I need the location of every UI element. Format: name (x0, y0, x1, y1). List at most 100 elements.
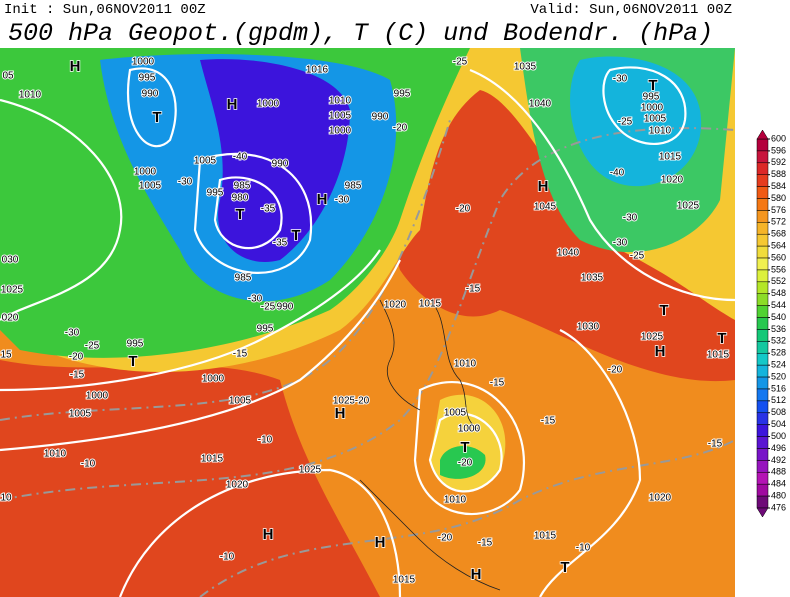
isobar (469, 68, 736, 302)
colorbar-tick-label: 524 (771, 360, 786, 370)
colorbar-tick-label: 580 (771, 193, 786, 203)
low-marker: T (648, 77, 657, 94)
isobar-label: 10 (0, 493, 12, 504)
colorbar-cap (756, 129, 769, 140)
colorbar-swatch (756, 424, 769, 437)
colorbar-swatch (756, 460, 769, 473)
isobar-label: 1010 (454, 359, 477, 370)
colorbar-swatch (756, 341, 769, 354)
isobar (0, 259, 401, 452)
temperature-label: -20 (393, 123, 408, 134)
isobar (193, 152, 313, 274)
low-marker: T (717, 330, 726, 347)
colorbar-tick-label: 592 (771, 157, 786, 167)
colorbar-swatch (756, 210, 769, 223)
temperature-label: -20 (438, 533, 453, 544)
isobar-label: 030 (2, 255, 19, 266)
colorbar-swatch (756, 353, 769, 366)
isobar-label: 1015 (534, 531, 557, 542)
colorbar-swatch (756, 186, 769, 199)
high-marker: H (227, 96, 238, 113)
colorbar-tick-label: 528 (771, 348, 786, 358)
colorbar-tick-label: 596 (771, 145, 786, 155)
isobar (602, 66, 687, 145)
low-marker: T (560, 559, 569, 576)
colorbar-tick-label: 484 (771, 479, 786, 489)
colorbar-tick-label: 520 (771, 371, 786, 381)
isobar-label: 1000 (132, 57, 155, 68)
colorbar-tick-label: 548 (771, 288, 786, 298)
colorbar-swatch (756, 376, 769, 390)
isobar-label: 980 (232, 193, 249, 204)
colorbar-swatch (756, 329, 769, 342)
colorbar-swatch (756, 400, 769, 414)
isobar-label: 990 (372, 112, 389, 123)
temperature-label: -25 (630, 251, 645, 262)
low-marker: T (152, 109, 161, 126)
temperature-label: -30 (335, 195, 350, 206)
colorbar-swatch (756, 293, 769, 306)
colorbar-tick-label: 572 (771, 217, 786, 227)
temperature-label: -15 (490, 378, 505, 389)
temperature-label: -15 (708, 439, 723, 450)
colorbar-tick-label: 532 (771, 336, 786, 346)
isobar-label: 1000 (257, 99, 280, 110)
isobar (118, 468, 402, 597)
isobar-label: 1020 (226, 480, 249, 491)
isobar (213, 176, 283, 250)
colorbar-tick-label: 584 (771, 181, 786, 191)
isobar-label: 1005 (139, 181, 162, 192)
colorbar-tick-label: 504 (771, 419, 786, 429)
isobar-label: 1000 (458, 424, 481, 435)
isobar-label: 1025 (333, 396, 356, 407)
isobar-label: 1005 (644, 114, 667, 125)
temperature-label: -15 (466, 284, 481, 295)
temperature-label: -20 (608, 365, 623, 376)
temperature-label: -20 (456, 204, 471, 215)
temperature-label: -40 (610, 168, 625, 179)
isobar-label: 1010 (329, 96, 352, 107)
isobar-label: 1005 (329, 111, 352, 122)
colorbar-tick-label: 560 (771, 252, 786, 262)
colorbar-tick-label: 508 (771, 407, 786, 417)
init-time: Init : Sun,06NOV2011 00Z (4, 2, 206, 18)
temperature-line (199, 439, 736, 597)
colorbar-tick-label: 600 (771, 133, 786, 143)
isobar-label: 1000 (134, 167, 157, 178)
isobar-label: 1025 (1, 285, 24, 296)
high-marker: H (263, 526, 274, 543)
colorbar-swatch (756, 281, 769, 294)
temperature-label: -25 (261, 302, 276, 313)
isobar-label: 1000 (641, 103, 664, 114)
colorbar-tick-label: 576 (771, 205, 786, 215)
isobar-label: 995 (127, 339, 144, 350)
isobar-label: 995 (139, 73, 156, 84)
temperature-label: -15 (233, 349, 248, 360)
isobar-label: 985 (234, 181, 251, 192)
colorbar-tick-label: 476 (771, 502, 786, 512)
temperature-label: -15 (70, 370, 85, 381)
isobar-label: 990 (272, 159, 289, 170)
colorbar-swatch (756, 364, 769, 378)
colorbar-swatch (756, 257, 769, 271)
temperature-label: -30 (613, 238, 628, 249)
low-marker: T (128, 353, 137, 370)
colorbar-swatch (756, 269, 769, 283)
isobar-label: 1020 (661, 175, 684, 186)
colorbar-cap (756, 507, 769, 518)
high-marker: H (70, 58, 81, 75)
isobar-label: 1020 (384, 300, 407, 311)
temperature-label: -10 (220, 552, 235, 563)
isobar-label: 995 (257, 324, 274, 335)
colorbar-tick-label: 492 (771, 455, 786, 465)
high-marker: H (538, 178, 549, 195)
temperature-label: -30 (613, 74, 628, 85)
colorbar-tick-label: 536 (771, 324, 786, 334)
colorbar-swatch (756, 412, 769, 425)
isobar-label: 1010 (19, 90, 42, 101)
colorbar-swatch (756, 388, 769, 402)
high-marker: H (471, 566, 482, 583)
colorbar-tick-label: 588 (771, 169, 786, 179)
